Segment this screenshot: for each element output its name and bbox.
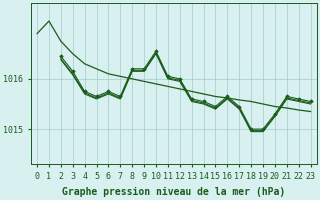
X-axis label: Graphe pression niveau de la mer (hPa): Graphe pression niveau de la mer (hPa) <box>62 186 285 197</box>
